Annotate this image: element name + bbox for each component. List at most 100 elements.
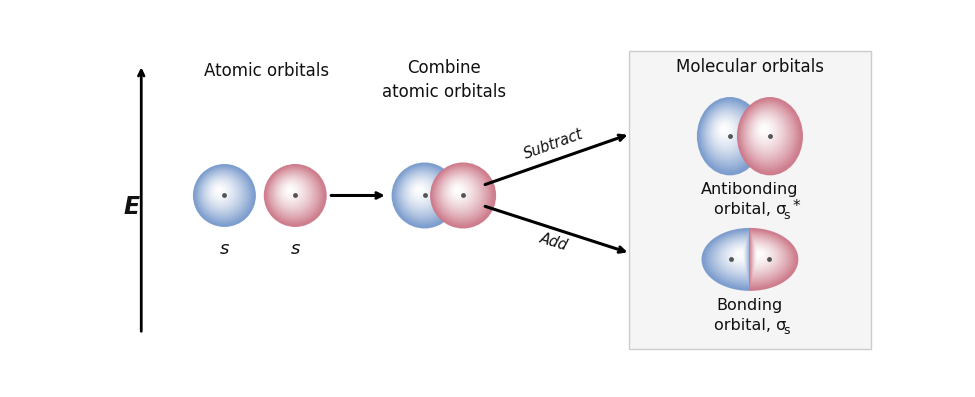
- Ellipse shape: [439, 171, 484, 216]
- Ellipse shape: [274, 174, 313, 213]
- Polygon shape: [751, 231, 794, 287]
- Ellipse shape: [212, 182, 230, 201]
- Ellipse shape: [759, 122, 771, 138]
- Ellipse shape: [448, 180, 471, 204]
- Text: Add: Add: [538, 230, 569, 253]
- Ellipse shape: [712, 114, 742, 150]
- Ellipse shape: [282, 181, 302, 202]
- Ellipse shape: [436, 168, 488, 220]
- Polygon shape: [718, 239, 747, 276]
- Ellipse shape: [215, 187, 223, 195]
- Polygon shape: [751, 232, 793, 285]
- Ellipse shape: [409, 179, 434, 205]
- Ellipse shape: [272, 172, 315, 216]
- Ellipse shape: [710, 112, 744, 153]
- Ellipse shape: [753, 115, 780, 148]
- Ellipse shape: [410, 181, 432, 202]
- Polygon shape: [705, 230, 750, 288]
- Ellipse shape: [417, 188, 421, 192]
- Ellipse shape: [402, 173, 443, 214]
- Ellipse shape: [738, 98, 802, 175]
- Ellipse shape: [758, 121, 772, 139]
- Text: *: *: [793, 199, 800, 214]
- Ellipse shape: [433, 165, 493, 225]
- Ellipse shape: [705, 107, 751, 161]
- Ellipse shape: [406, 176, 438, 209]
- Ellipse shape: [273, 173, 314, 214]
- Ellipse shape: [449, 182, 469, 201]
- Ellipse shape: [266, 166, 324, 224]
- Ellipse shape: [751, 113, 783, 152]
- Polygon shape: [729, 246, 744, 265]
- Ellipse shape: [431, 163, 495, 228]
- Ellipse shape: [740, 101, 799, 170]
- Ellipse shape: [415, 186, 424, 195]
- Polygon shape: [714, 236, 748, 279]
- Polygon shape: [708, 232, 749, 285]
- Ellipse shape: [722, 126, 726, 131]
- Ellipse shape: [413, 184, 426, 197]
- Ellipse shape: [271, 172, 316, 217]
- Ellipse shape: [394, 165, 454, 225]
- Ellipse shape: [760, 124, 768, 135]
- Polygon shape: [706, 231, 749, 287]
- Polygon shape: [723, 242, 745, 271]
- Text: orbital, σ: orbital, σ: [714, 318, 786, 333]
- Ellipse shape: [435, 168, 489, 222]
- Ellipse shape: [395, 166, 453, 224]
- Ellipse shape: [399, 170, 448, 219]
- Text: s: s: [783, 324, 790, 337]
- Polygon shape: [702, 229, 750, 290]
- Polygon shape: [704, 229, 750, 289]
- Polygon shape: [754, 240, 779, 273]
- Ellipse shape: [454, 187, 461, 193]
- Polygon shape: [752, 234, 790, 283]
- Ellipse shape: [400, 170, 447, 218]
- Ellipse shape: [285, 185, 297, 197]
- Polygon shape: [755, 241, 778, 272]
- Ellipse shape: [722, 127, 724, 130]
- Text: s: s: [783, 208, 790, 222]
- Polygon shape: [759, 253, 760, 255]
- Polygon shape: [754, 239, 782, 276]
- Ellipse shape: [444, 175, 478, 210]
- Ellipse shape: [443, 175, 479, 211]
- Ellipse shape: [752, 114, 782, 150]
- Ellipse shape: [208, 179, 235, 206]
- Ellipse shape: [214, 186, 225, 196]
- Ellipse shape: [742, 103, 796, 167]
- Ellipse shape: [438, 170, 486, 218]
- Ellipse shape: [196, 167, 252, 223]
- Ellipse shape: [755, 118, 776, 144]
- Ellipse shape: [289, 189, 291, 191]
- Ellipse shape: [760, 123, 770, 136]
- Ellipse shape: [746, 108, 790, 159]
- Ellipse shape: [754, 117, 778, 145]
- Ellipse shape: [403, 174, 442, 212]
- Ellipse shape: [287, 187, 294, 195]
- Ellipse shape: [400, 171, 446, 216]
- Ellipse shape: [719, 122, 731, 138]
- Ellipse shape: [408, 178, 435, 206]
- Polygon shape: [755, 244, 774, 268]
- Ellipse shape: [397, 168, 450, 222]
- Ellipse shape: [721, 125, 727, 133]
- Ellipse shape: [442, 174, 481, 212]
- Ellipse shape: [275, 175, 310, 210]
- Ellipse shape: [749, 111, 786, 155]
- Ellipse shape: [706, 108, 750, 159]
- Ellipse shape: [210, 181, 232, 203]
- Ellipse shape: [199, 170, 248, 219]
- Ellipse shape: [194, 165, 255, 226]
- Ellipse shape: [282, 182, 300, 201]
- Ellipse shape: [213, 183, 228, 200]
- Ellipse shape: [451, 183, 466, 198]
- Polygon shape: [728, 245, 744, 266]
- Ellipse shape: [280, 180, 304, 204]
- Ellipse shape: [715, 118, 736, 144]
- Polygon shape: [727, 245, 745, 267]
- Ellipse shape: [281, 181, 303, 203]
- Ellipse shape: [717, 120, 734, 141]
- Polygon shape: [725, 244, 745, 268]
- Polygon shape: [735, 250, 743, 260]
